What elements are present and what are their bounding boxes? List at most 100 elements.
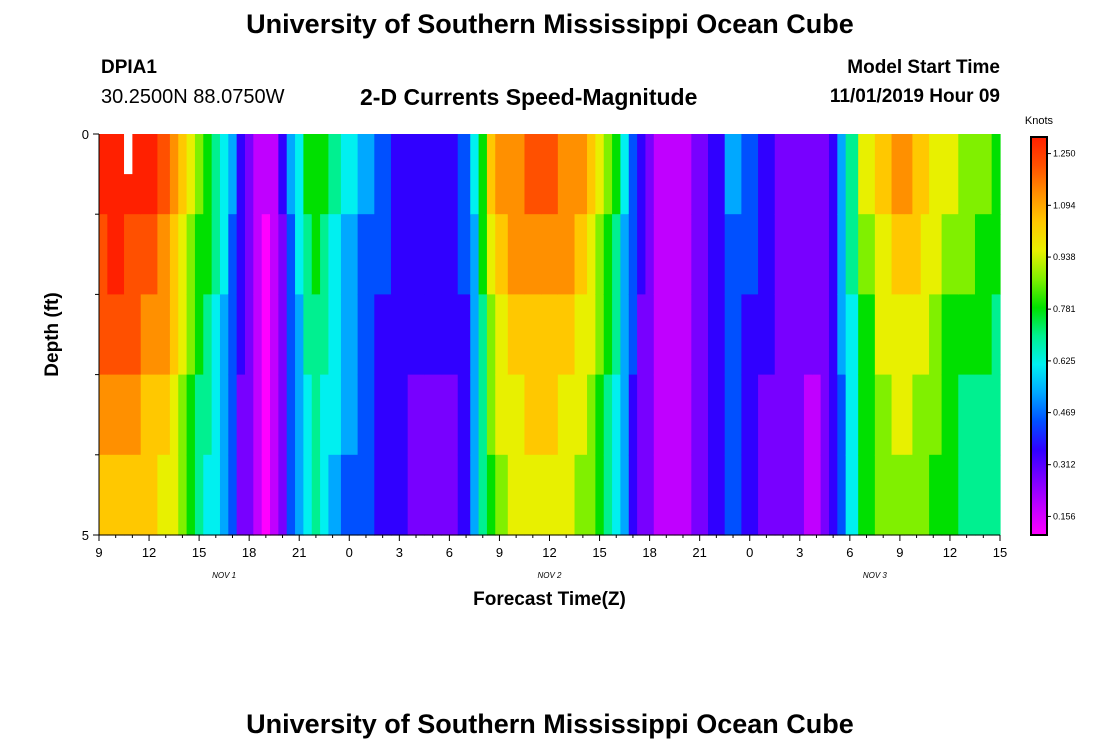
heatmap-cell [390, 294, 409, 376]
heatmap-cell [958, 214, 976, 295]
heatmap-cell [774, 454, 793, 536]
heatmap-cell [124, 294, 142, 376]
heatmap-cell [645, 374, 655, 456]
heatmap-cell [286, 374, 296, 456]
heatmap-cell [637, 374, 647, 456]
heatmap-cell [845, 134, 859, 215]
heatmap-cell [186, 454, 196, 536]
heatmap-cell [803, 134, 813, 215]
heatmap-cell [674, 454, 692, 536]
x-tick-label: 18 [242, 545, 256, 560]
day-label: NOV 3 [863, 571, 888, 580]
heatmap-cell [991, 214, 1001, 295]
heatmap-cell [270, 454, 279, 536]
x-tick-label: 12 [542, 545, 556, 560]
heatmap-cell [991, 454, 1001, 536]
heatmap-cell [791, 134, 805, 215]
heatmap-cell [541, 134, 559, 215]
heatmap-cell [958, 374, 976, 456]
heatmap-cell [295, 374, 304, 456]
heatmap-cell [286, 294, 296, 376]
heatmap-cell [557, 374, 576, 456]
heatmap-cell [662, 374, 676, 456]
heatmap-cell [441, 134, 459, 215]
heatmap-cell [311, 294, 321, 376]
heatmap-cell [211, 374, 221, 456]
heatmap-cell [328, 134, 342, 215]
heatmap-cell [758, 214, 776, 295]
heatmap-cell [595, 214, 605, 295]
heatmap-cell [186, 294, 196, 376]
heatmap-cell [340, 214, 359, 295]
heatmap-cell [574, 454, 588, 536]
heatmap-cell [587, 294, 596, 376]
heatmap-cell [662, 214, 676, 295]
heatmap-cell [457, 294, 471, 376]
heatmap-cell [929, 134, 943, 215]
heatmap-cell [107, 374, 125, 456]
heatmap-cell [124, 454, 142, 536]
heatmap-cell [595, 134, 605, 215]
heatmap-cell [99, 454, 108, 536]
heatmap-cell [691, 294, 709, 376]
x-tick-label: 9 [896, 545, 903, 560]
heatmap-cell [245, 374, 254, 456]
heatmap-cell [390, 214, 409, 295]
day-label: NOV 2 [537, 571, 562, 580]
heatmap-cell [845, 454, 859, 536]
heatmap-cell [486, 134, 496, 215]
heatmap-cell [211, 214, 221, 295]
heatmap-cell [194, 214, 204, 295]
heatmap-cell [99, 134, 108, 215]
footer-title: University of Southern Mississippi Ocean… [246, 709, 854, 739]
heatmap-cell [124, 374, 142, 456]
heatmap-cell [507, 374, 526, 456]
heatmap-cell [470, 374, 480, 456]
heatmap-cell [974, 374, 993, 456]
heatmap-cell [253, 134, 263, 215]
colorbar-tick-label: 0.625 [1053, 356, 1076, 366]
heatmap-cell [637, 294, 647, 376]
heatmap-cell [157, 454, 171, 536]
heatmap-cell [524, 454, 542, 536]
heatmap-cell [178, 454, 188, 536]
heatmap-cell [178, 214, 188, 295]
heatmap-cell [812, 134, 822, 215]
heatmap-cell [904, 454, 913, 536]
heatmap-cell [645, 214, 655, 295]
heatmap-cell [261, 454, 271, 536]
colorbar-tick-label: 0.156 [1053, 511, 1076, 521]
heatmap-cell [845, 214, 859, 295]
heatmap-cell [390, 454, 409, 536]
heatmap-cell [374, 454, 392, 536]
heatmap-cell [541, 374, 559, 456]
heatmap-cell [858, 454, 876, 536]
heatmap-cell [662, 294, 676, 376]
heatmap-cell [603, 374, 613, 456]
heatmap-cell [637, 134, 647, 215]
heatmap-cell [858, 374, 876, 456]
heatmap-cell [929, 214, 943, 295]
colorbar-tick-label: 0.469 [1053, 408, 1076, 418]
x-tick-label: 9 [496, 545, 503, 560]
heatmap-cell [587, 214, 596, 295]
heatmap-cell [303, 214, 313, 295]
heatmap-cell [587, 454, 596, 536]
heatmap-cell [820, 294, 830, 376]
heatmap-cell [261, 214, 271, 295]
heatmap-cell [157, 374, 171, 456]
heatmap-cell [407, 374, 425, 456]
heatmap-cell [595, 294, 605, 376]
x-axis-label: Forecast Time(Z) [473, 589, 626, 610]
heatmap-cell [828, 294, 838, 376]
heatmap-cell [920, 374, 930, 456]
heatmap-cell [803, 454, 813, 536]
heatmap-cell [858, 214, 876, 295]
heatmap-cell [374, 374, 392, 456]
heatmap-cell [303, 374, 313, 456]
heatmap-cell [99, 294, 108, 376]
heatmap-cell [486, 214, 496, 295]
heatmap-cell [920, 294, 930, 376]
heatmap-cell [320, 374, 330, 456]
colorbar-tick-label: 1.250 [1053, 149, 1076, 159]
